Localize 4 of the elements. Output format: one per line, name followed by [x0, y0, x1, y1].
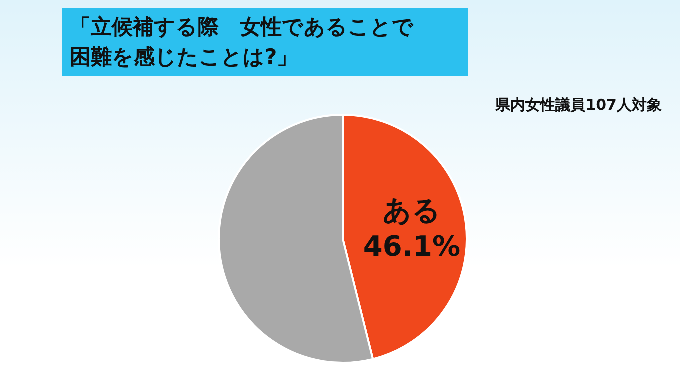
data-label: 46.1% — [363, 230, 460, 263]
text: 県内女性議員107人対象 — [496, 96, 662, 115]
chart-title: 「立候補する際 女性であることで困難を感じたことは?」 — [62, 8, 468, 76]
slice-label: ある — [382, 194, 441, 227]
